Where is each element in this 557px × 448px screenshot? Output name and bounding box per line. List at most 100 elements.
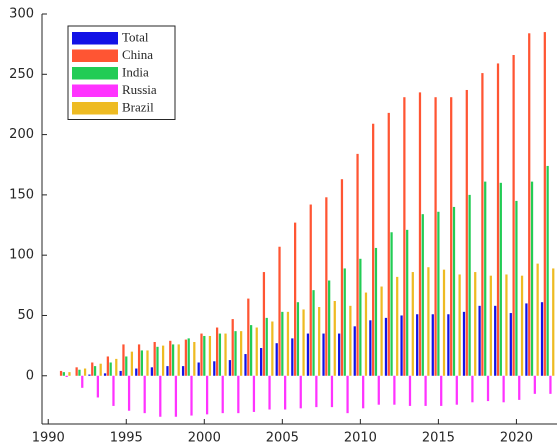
y-tick-label: 150 (9, 187, 34, 202)
legend-label: Total (122, 30, 149, 45)
x-tick-label: 1990 (32, 431, 65, 446)
bar (536, 263, 539, 376)
bar (249, 325, 253, 376)
bar (281, 311, 284, 376)
bar (512, 55, 515, 376)
bar (502, 375, 505, 403)
bar (489, 275, 492, 376)
bar (231, 319, 234, 376)
legend-label: Russia (122, 82, 157, 97)
bar (137, 344, 141, 376)
bar (259, 348, 263, 376)
bar (450, 97, 453, 376)
bar (306, 333, 310, 376)
bar (543, 32, 546, 376)
bar (59, 370, 63, 376)
bar (135, 368, 138, 376)
bar (328, 280, 331, 376)
bar (177, 344, 180, 376)
legend-label: China (122, 47, 153, 62)
bar (343, 268, 346, 376)
bar (549, 375, 552, 394)
bar (346, 375, 349, 414)
bar (338, 333, 341, 376)
bar (197, 362, 200, 376)
legend-swatch (72, 32, 118, 45)
bar (200, 333, 203, 376)
bar (505, 274, 508, 376)
legend-swatch (72, 49, 118, 62)
bar (452, 206, 456, 376)
x-tick-label: 2015 (422, 431, 455, 446)
bar (91, 362, 94, 376)
bar (418, 92, 422, 376)
legend-label: India (122, 65, 149, 80)
bar (127, 375, 131, 411)
bar (403, 97, 406, 376)
bar (540, 302, 544, 376)
bar (333, 301, 336, 376)
bar (377, 375, 380, 405)
bar (159, 375, 162, 417)
bar (552, 268, 555, 376)
bar (140, 350, 144, 376)
bar (330, 375, 334, 408)
bar (396, 276, 399, 376)
bar (390, 232, 393, 376)
x-tick-label: 2010 (344, 431, 377, 446)
bar (312, 290, 315, 376)
bar (530, 181, 534, 376)
legend-label: Brazil (122, 100, 154, 115)
bar (372, 123, 375, 376)
bar (299, 375, 302, 409)
bar (528, 33, 531, 376)
y-tick-label: 100 (9, 248, 34, 263)
bar (437, 211, 440, 376)
bar (369, 320, 372, 376)
bar (252, 375, 256, 412)
bar (262, 272, 266, 376)
bar (318, 307, 321, 376)
legend: Total China India Russia Brazil (67, 25, 176, 120)
bar (518, 375, 521, 400)
bar (499, 182, 502, 376)
bar (325, 197, 328, 376)
bar (93, 366, 97, 376)
bar (515, 200, 518, 376)
bar (465, 89, 468, 376)
bar (65, 375, 68, 377)
bar (81, 375, 84, 388)
bar (486, 375, 490, 402)
bar (237, 375, 240, 414)
bar (427, 267, 430, 376)
bar (468, 194, 471, 376)
bar (88, 374, 91, 376)
bar (275, 343, 278, 376)
bar (315, 375, 318, 408)
bar (302, 309, 305, 376)
bar (484, 181, 487, 376)
bar (122, 344, 125, 376)
bar (349, 305, 352, 376)
bar (255, 327, 258, 376)
bar (143, 375, 146, 414)
bar (112, 375, 115, 406)
bar (234, 331, 237, 376)
bar (247, 298, 250, 376)
bar (96, 375, 99, 398)
y-tick-label: 200 (9, 127, 34, 142)
bar (533, 375, 536, 394)
bar (294, 222, 297, 376)
x-tick-label: 2020 (500, 431, 533, 446)
bar (174, 375, 178, 417)
bar (161, 345, 165, 376)
bar (393, 375, 396, 405)
bar (309, 204, 312, 376)
bar (474, 272, 477, 376)
bar (215, 327, 219, 376)
bar (284, 375, 287, 410)
bar (447, 314, 450, 376)
bar (356, 153, 359, 376)
bar (119, 370, 122, 376)
